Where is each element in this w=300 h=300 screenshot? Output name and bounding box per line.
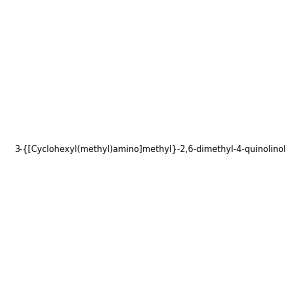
Text: 3-{[Cyclohexyl(methyl)amino]methyl}-2,6-dimethyl-4-quinolinol: 3-{[Cyclohexyl(methyl)amino]methyl}-2,6-…: [14, 146, 286, 154]
